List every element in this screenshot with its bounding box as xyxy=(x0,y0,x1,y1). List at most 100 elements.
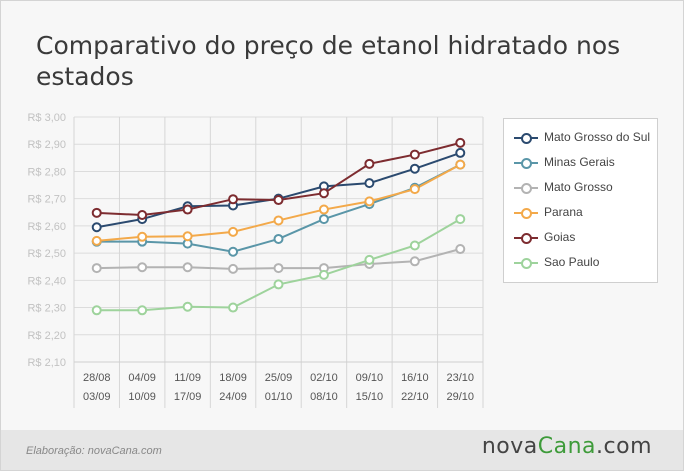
legend-item: Parana xyxy=(514,200,657,225)
x-tick-label-start: 11/09 xyxy=(174,372,201,384)
data-point xyxy=(409,149,420,160)
data-point xyxy=(91,222,102,233)
data-point xyxy=(318,269,329,280)
data-point xyxy=(228,246,239,257)
data-point xyxy=(182,301,193,312)
data-point xyxy=(228,302,239,313)
legend-label: Mato Grosso xyxy=(544,180,613,194)
x-tick-label-end: 29/10 xyxy=(447,391,475,403)
data-point xyxy=(137,305,148,316)
credit-text: Elaboração: novaCana.com xyxy=(26,445,162,457)
legend-item: Goias xyxy=(514,225,657,250)
data-point xyxy=(182,204,193,215)
legend-marker xyxy=(521,208,532,219)
x-tick-label-end: 17/09 xyxy=(174,391,202,403)
x-tick-label-end: 08/10 xyxy=(310,391,338,403)
data-point xyxy=(318,204,329,215)
legend: Mato Grosso do Sul Minas Gerais Mato Gross… xyxy=(503,118,658,283)
brand-part-2: Cana xyxy=(537,434,597,459)
x-tick-label-start: 16/10 xyxy=(401,372,429,384)
data-point xyxy=(455,244,466,255)
legend-item: Sao Paulo xyxy=(514,250,657,275)
data-point xyxy=(455,137,466,148)
legend-marker xyxy=(521,258,532,269)
data-point xyxy=(409,256,420,267)
data-point xyxy=(409,163,420,174)
legend-swatch xyxy=(514,183,538,194)
legend-marker xyxy=(521,233,532,244)
data-point xyxy=(273,195,284,206)
y-tick-label: R$ 2,60 xyxy=(27,221,66,233)
data-point xyxy=(318,214,329,225)
x-tick-label-start: 04/09 xyxy=(128,372,156,384)
y-tick-label: R$ 2,10 xyxy=(27,357,66,369)
legend-swatch xyxy=(514,258,538,269)
legend-marker xyxy=(521,158,532,169)
y-tick-label: R$ 2,30 xyxy=(27,303,66,315)
legend-label: Mato Grosso do Sul xyxy=(544,130,651,144)
legend-marker xyxy=(521,183,532,194)
legend-item: Minas Gerais xyxy=(514,150,657,175)
data-point xyxy=(273,215,284,226)
brand-logo: novaCana.com xyxy=(482,434,652,459)
data-point xyxy=(91,263,102,274)
data-point xyxy=(137,231,148,242)
legend-item: Mato Grosso xyxy=(514,175,657,200)
legend-item: Mato Grosso do Sul xyxy=(514,125,657,150)
x-tick-label-start: 02/10 xyxy=(310,372,338,384)
data-point xyxy=(182,262,193,273)
legend-marker xyxy=(521,133,532,144)
x-tick-label-end: 10/09 xyxy=(128,391,156,403)
data-point xyxy=(409,240,420,251)
legend-label: Parana xyxy=(544,205,583,219)
data-point xyxy=(364,178,375,189)
y-tick-label: R$ 2,70 xyxy=(27,194,66,206)
x-tick-label-end: 15/10 xyxy=(356,391,384,403)
y-tick-label: R$ 2,90 xyxy=(27,139,66,151)
x-tick-label-start: 09/10 xyxy=(356,372,384,384)
data-point xyxy=(455,214,466,225)
y-tick-label: R$ 2,40 xyxy=(27,275,66,287)
data-point xyxy=(364,254,375,265)
legend-swatch xyxy=(514,133,538,144)
data-point xyxy=(137,210,148,220)
x-tick-label-start: 25/09 xyxy=(265,372,293,384)
data-point xyxy=(409,184,420,195)
data-point xyxy=(91,207,102,218)
x-tick-label-end: 22/10 xyxy=(401,391,429,403)
data-point xyxy=(91,235,102,246)
data-point xyxy=(228,226,239,237)
x-tick-label-start: 18/09 xyxy=(219,372,247,384)
data-point xyxy=(137,262,148,273)
x-tick-label-end: 01/10 xyxy=(265,391,293,403)
y-tick-label: R$ 3,00 xyxy=(27,112,66,124)
y-tick-label: R$ 2,50 xyxy=(27,248,66,260)
data-point xyxy=(182,231,193,242)
legend-label: Goias xyxy=(544,230,576,244)
data-point xyxy=(455,147,466,158)
data-point xyxy=(273,279,284,290)
data-point xyxy=(364,196,375,207)
brand-part-3: .com xyxy=(596,434,652,459)
x-tick-label-end: 03/09 xyxy=(83,391,111,403)
legend-label: Sao Paulo xyxy=(544,255,600,269)
data-point xyxy=(455,159,466,170)
data-point xyxy=(364,158,375,169)
legend-label: Minas Gerais xyxy=(544,155,615,169)
x-tick-label-start: 28/08 xyxy=(83,372,111,384)
legend-swatch xyxy=(514,158,538,169)
brand-part-1: nova xyxy=(481,434,538,459)
footer-bar xyxy=(1,430,683,470)
data-point xyxy=(228,263,239,274)
y-tick-label: R$ 2,80 xyxy=(27,166,66,178)
legend-swatch xyxy=(514,208,538,219)
data-point xyxy=(91,305,102,316)
legend-swatch xyxy=(514,233,538,244)
data-point xyxy=(273,263,284,274)
chart-title: Comparativo do preço de etanol hidratado… xyxy=(36,31,621,91)
x-tick-label-start: 23/10 xyxy=(447,372,475,384)
x-tick-label-end: 24/09 xyxy=(219,391,247,403)
y-tick-label: R$ 2,20 xyxy=(27,330,66,342)
data-point xyxy=(273,233,284,244)
